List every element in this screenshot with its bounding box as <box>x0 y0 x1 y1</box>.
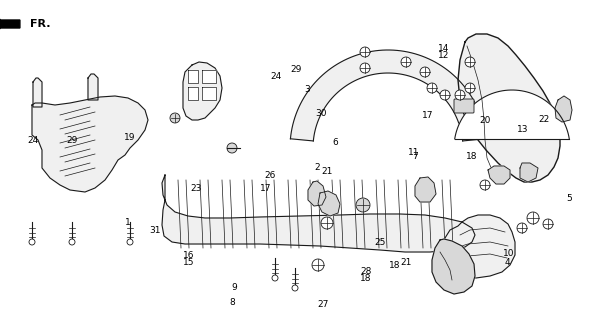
Circle shape <box>480 180 490 190</box>
Text: 21: 21 <box>321 167 333 176</box>
Circle shape <box>527 212 539 224</box>
Text: 15: 15 <box>183 258 195 267</box>
Text: 13: 13 <box>517 125 529 134</box>
Polygon shape <box>415 177 436 202</box>
Text: 22: 22 <box>539 116 550 124</box>
Polygon shape <box>32 96 148 192</box>
Circle shape <box>465 83 475 93</box>
Circle shape <box>356 198 370 212</box>
Text: 5: 5 <box>566 194 572 203</box>
Polygon shape <box>455 90 569 139</box>
Circle shape <box>127 239 133 245</box>
Text: 1: 1 <box>125 218 130 227</box>
Polygon shape <box>202 87 216 100</box>
Text: 16: 16 <box>183 252 195 260</box>
Circle shape <box>427 83 437 93</box>
Polygon shape <box>318 191 340 216</box>
Polygon shape <box>291 50 486 141</box>
Text: 3: 3 <box>304 85 310 94</box>
Circle shape <box>312 259 324 271</box>
Polygon shape <box>555 96 572 122</box>
Text: 17: 17 <box>260 184 272 193</box>
Text: 10: 10 <box>503 249 515 258</box>
Polygon shape <box>443 215 515 278</box>
Text: 18: 18 <box>360 274 372 283</box>
Polygon shape <box>88 74 98 100</box>
Polygon shape <box>188 87 198 100</box>
Polygon shape <box>520 163 538 182</box>
Text: 30: 30 <box>315 109 327 118</box>
Circle shape <box>170 113 180 123</box>
Text: 11: 11 <box>408 148 420 157</box>
Polygon shape <box>488 166 510 184</box>
Text: 6: 6 <box>332 138 338 147</box>
Circle shape <box>69 239 75 245</box>
Text: 9: 9 <box>231 284 237 292</box>
Text: 8: 8 <box>229 298 235 307</box>
Polygon shape <box>432 239 475 294</box>
Circle shape <box>517 223 527 233</box>
Polygon shape <box>188 70 198 83</box>
Text: 12: 12 <box>438 52 449 60</box>
Text: 29: 29 <box>291 65 302 74</box>
Text: 4: 4 <box>504 258 510 267</box>
Text: 25: 25 <box>374 238 386 247</box>
Polygon shape <box>458 34 560 182</box>
Text: 24: 24 <box>270 72 281 81</box>
Circle shape <box>272 275 278 281</box>
Circle shape <box>455 90 465 100</box>
Text: 23: 23 <box>190 184 202 193</box>
Circle shape <box>420 67 430 77</box>
Circle shape <box>440 90 450 100</box>
Polygon shape <box>33 78 42 107</box>
Circle shape <box>465 57 475 67</box>
Polygon shape <box>308 181 326 206</box>
Text: 18: 18 <box>466 152 477 161</box>
Circle shape <box>29 239 35 245</box>
Text: 21: 21 <box>400 258 412 267</box>
Text: 27: 27 <box>317 300 329 309</box>
Text: 31: 31 <box>149 226 161 235</box>
Text: 24: 24 <box>27 136 38 145</box>
FancyArrow shape <box>0 19 20 29</box>
Text: FR.: FR. <box>30 19 50 29</box>
FancyBboxPatch shape <box>454 99 474 113</box>
Text: 19: 19 <box>123 133 135 142</box>
Circle shape <box>321 217 333 229</box>
Circle shape <box>227 143 237 153</box>
Circle shape <box>360 63 370 73</box>
Text: 20: 20 <box>479 116 491 125</box>
Text: 2: 2 <box>314 164 320 172</box>
Polygon shape <box>202 70 216 83</box>
Text: 28: 28 <box>360 267 372 276</box>
Text: 14: 14 <box>438 44 449 53</box>
Circle shape <box>543 219 553 229</box>
Polygon shape <box>183 62 222 120</box>
Text: 29: 29 <box>66 136 78 145</box>
Circle shape <box>292 285 298 291</box>
Circle shape <box>360 47 370 57</box>
Text: 26: 26 <box>264 171 276 180</box>
Text: 18: 18 <box>388 261 400 270</box>
Text: 17: 17 <box>422 111 434 120</box>
Text: 7: 7 <box>412 152 418 161</box>
Polygon shape <box>162 175 475 252</box>
Circle shape <box>401 57 411 67</box>
